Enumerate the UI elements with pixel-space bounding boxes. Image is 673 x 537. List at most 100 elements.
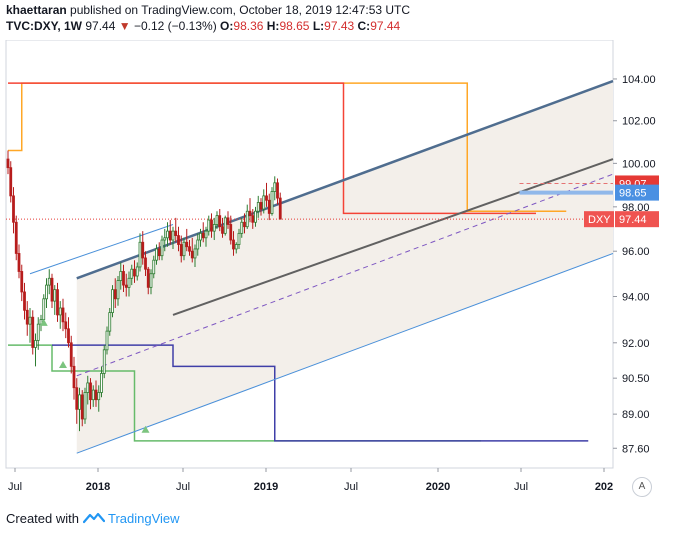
auto-scale-button[interactable]: A [632,477,652,497]
x-tick-label: 2019 [254,481,278,493]
green-level-line [8,344,481,442]
x-tick-label: Jul [8,481,22,493]
candle-body [122,271,125,286]
candle-body [56,289,59,316]
candle-body [100,373,103,393]
lower-trend-line [76,252,614,454]
candle-body [86,382,90,393]
up-arrow-icon [141,425,150,433]
candle-body [130,268,134,279]
candle-body [116,280,120,300]
candle-body [223,217,227,234]
y-tick-label: 98.00 [622,202,650,214]
candle-body [155,248,158,261]
candle-body [221,226,224,234]
candle-body [245,210,249,228]
upper-thin-trend-line [29,224,174,275]
candle-body [144,257,147,270]
plot-area-border [5,40,614,469]
candle-body [42,298,46,320]
y-tick-label: 100.00 [622,158,656,170]
candle-body [67,328,70,344]
low-value: 97.43 [324,19,355,33]
candle-body [75,387,79,410]
candle-body [278,197,282,220]
down-arrow-icon: ▼ [118,19,131,33]
candle-body [234,244,238,250]
candle-body [160,239,164,257]
candle-body [111,289,114,313]
candle-body [135,266,139,277]
x-tick-label: Jul [176,481,190,493]
candle-body [193,248,197,259]
candle-body [25,309,29,325]
candle-body [229,224,233,241]
candle-body [28,316,32,325]
candle-body [9,167,13,197]
candle-body [53,289,57,302]
close-value: 97.44 [370,19,401,33]
y-tick-label: 90.50 [622,373,650,385]
candle-body [17,253,21,272]
last-price-label: 97.44 [619,214,647,226]
close-label: C: [357,19,371,33]
candle-body [69,342,73,367]
tradingview-logo-icon[interactable] [82,511,108,526]
candle-body [185,241,189,248]
candle-body [152,259,156,275]
candle-body [127,277,131,288]
y-tick-label: 92.00 [622,338,650,350]
created-with-text: Created with [6,511,79,526]
x-tick-label: 2018 [86,481,110,493]
candle-body [146,268,150,288]
candle-body [196,239,200,250]
candle-body [133,268,136,277]
candle-body [23,291,26,311]
candle-body [237,232,241,245]
candle-body [64,321,68,330]
candle-body [201,232,205,239]
red-level-line [8,82,536,215]
candle-body [34,340,37,348]
candle-body [190,250,194,259]
candle-body [207,219,211,232]
symbol-label: TVC:DXY, 1W [6,19,83,33]
y-tick-label: 94.00 [622,292,650,304]
candle-body [251,215,255,223]
author-name[interactable]: khaettaran [6,3,67,17]
open-label: O: [220,19,234,33]
candle-body [163,237,167,241]
candle-body [12,195,15,223]
candle-body [273,182,277,192]
high-price-label-bg [615,184,659,201]
candle-body [254,210,257,223]
candle-body [47,277,51,286]
mid-trend-line [172,158,614,316]
high-price-label: 98.65 [619,188,647,200]
candle-body [45,284,48,300]
channel-fill [76,81,613,454]
x-tick-label: 2020 [426,481,450,493]
candle-body [138,241,142,268]
high-value: 98.65 [279,19,310,33]
candle-body [232,239,235,250]
candle-body [171,230,175,241]
candle-body [20,271,24,293]
candle-body [6,158,10,169]
x-tick-label: 202 [595,481,613,493]
price-chart[interactable]: 104.00 102.00 100.00 98.00 96.00 94.00 92.00 90… [0,40,673,500]
candle-body [168,230,172,241]
candle-body [270,191,274,214]
upper-trend-line [76,79,614,280]
candle-body [108,312,112,332]
tradingview-brand[interactable]: TradingView [108,511,180,526]
ohlc-line: TVC:DXY, 1W 97.44 ▼ −0.12 (−0.13%) O:98.… [6,18,410,34]
candle-body [102,349,106,374]
candle-body [204,230,208,239]
symbol-price-tag: DXY [588,214,611,226]
up-arrow-icon [39,318,48,326]
candle-body [89,382,92,401]
navy-level-line [52,344,589,442]
candle-body [215,215,219,225]
last-price-label-bg [615,211,659,228]
